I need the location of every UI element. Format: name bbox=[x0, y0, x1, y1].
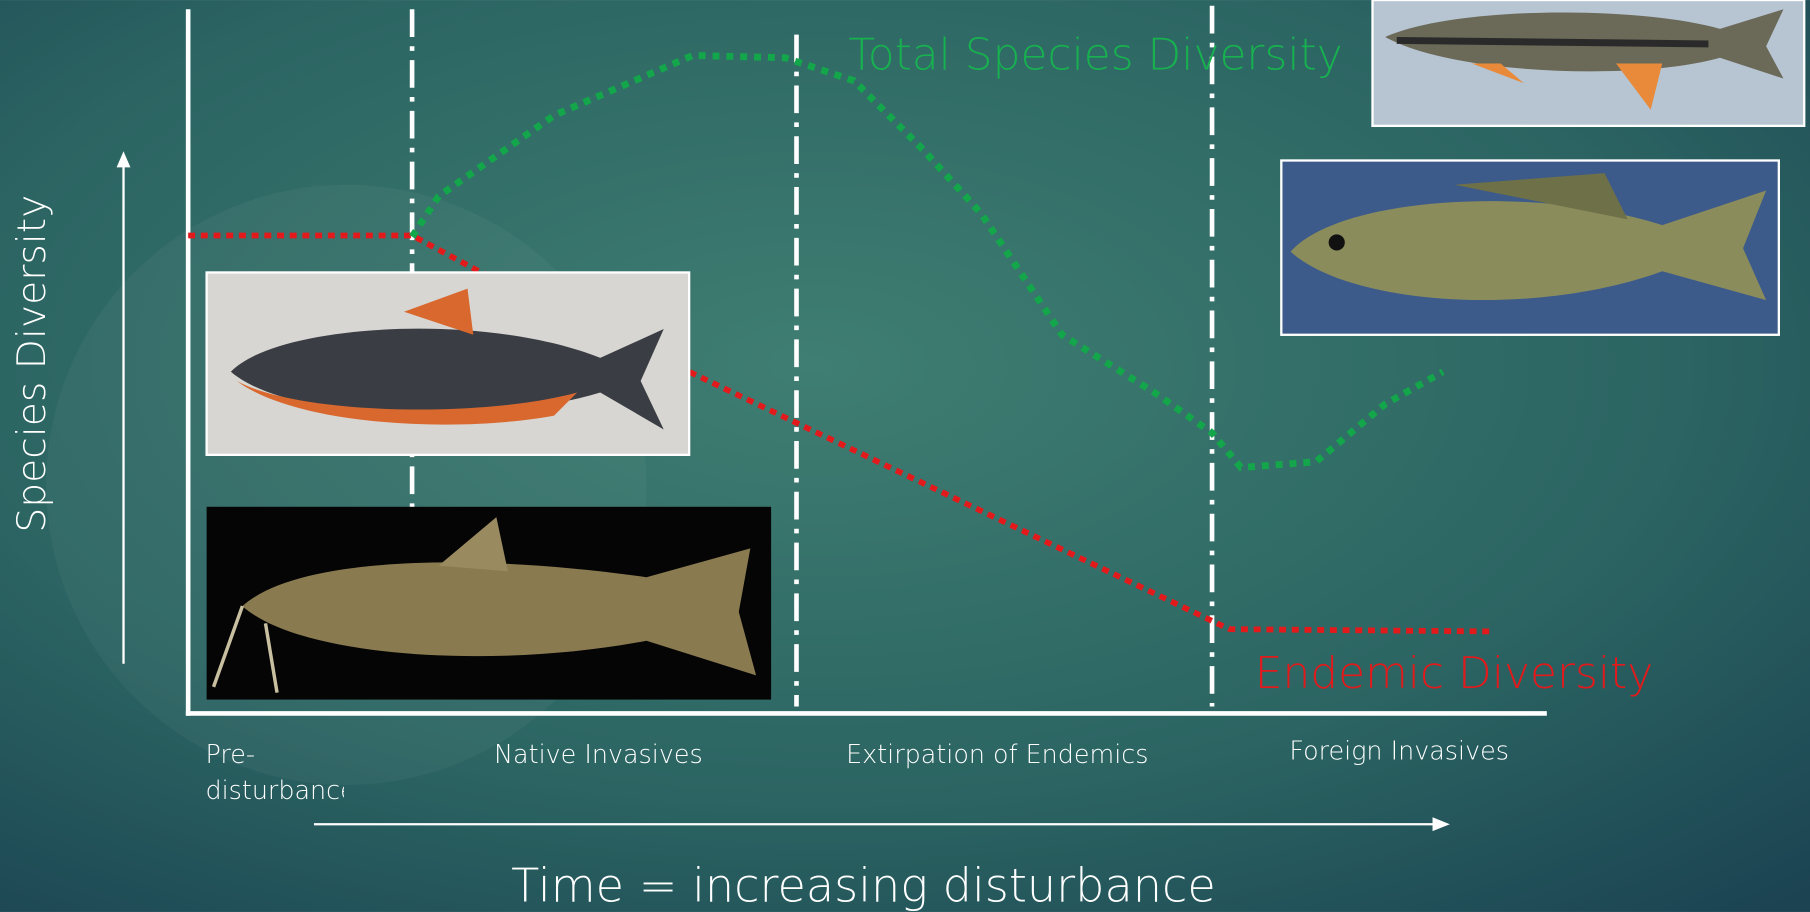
phase-label: Native Invasives bbox=[494, 741, 703, 770]
phase-label: Extirpation of Endemics bbox=[846, 741, 1149, 770]
phase-box: Foreign Invasives bbox=[1289, 737, 1509, 767]
total-curve bbox=[409, 51, 1445, 472]
phase-box: Pre-disturbance bbox=[205, 741, 344, 806]
fish-photo bbox=[1280, 159, 1780, 336]
fish-photo bbox=[206, 506, 772, 700]
phase-label: Pre-disturbance bbox=[205, 741, 344, 806]
phase-box: Native Invasives bbox=[494, 741, 703, 770]
curve-label: Total Species Diversity bbox=[848, 29, 1342, 80]
fish-photo bbox=[1371, 0, 1806, 128]
fish-photo bbox=[205, 271, 691, 456]
y-arrow bbox=[116, 151, 131, 664]
phase-label: Foreign Invasives bbox=[1289, 737, 1509, 767]
curve-label: Endemic Diversity bbox=[1255, 648, 1653, 699]
x-axis-label: Time = increasing disturbance bbox=[511, 859, 1216, 912]
x-arrow bbox=[313, 817, 1450, 832]
phase-box: Extirpation of Endemics bbox=[846, 741, 1149, 770]
y-axis-label: Species Diversity bbox=[10, 195, 55, 533]
